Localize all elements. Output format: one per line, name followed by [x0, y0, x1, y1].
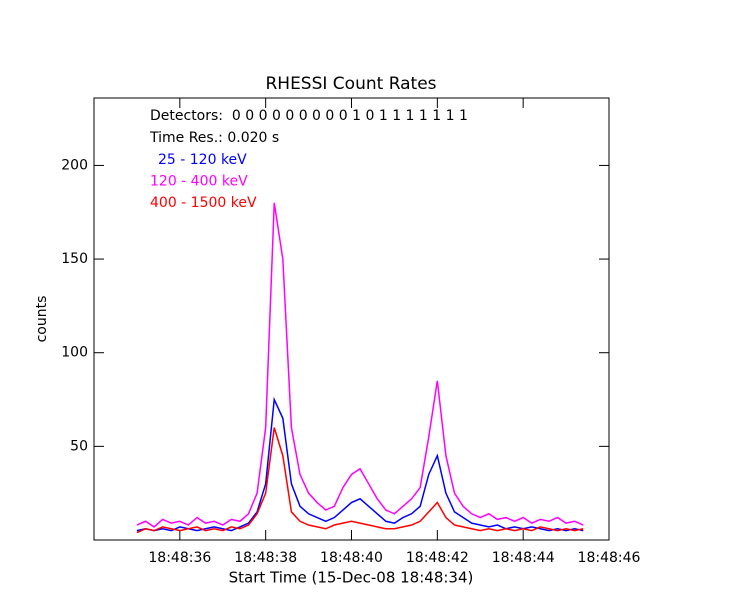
- x-tick-label: 18:48:40: [320, 550, 383, 566]
- x-tick-label: 18:48:36: [148, 550, 211, 566]
- annotation: Detectors: 0 0 0 0 0 0 0 0 0 1 0 1 1 1 1…: [150, 108, 468, 124]
- series-line: [136, 427, 584, 534]
- y-tick-label: 200: [61, 157, 88, 173]
- y-tick-label: 150: [61, 251, 88, 267]
- x-tick-label: 18:48:42: [406, 550, 469, 566]
- y-tick-label: 100: [61, 345, 88, 361]
- x-tick-label: 18:48:44: [492, 550, 555, 566]
- x-tick-label: 18:48:46: [578, 550, 641, 566]
- legend-entry: 120 - 400 keV: [150, 174, 248, 190]
- series-line: [136, 396, 584, 532]
- legend-entry: 25 - 120 keV: [158, 152, 247, 168]
- y-tick-label: 50: [70, 438, 88, 454]
- chart-title: RHESSI Count Rates: [265, 74, 436, 94]
- x-tick-label: 18:48:38: [234, 550, 297, 566]
- annotation: Time Res.: 0.020 s: [149, 130, 279, 146]
- y-axis-label: counts: [34, 296, 50, 343]
- legend-entry: 400 - 1500 keV: [150, 195, 257, 211]
- x-axis-label: Start Time (15-Dec-08 18:48:34): [229, 569, 474, 587]
- series-line: [136, 202, 584, 528]
